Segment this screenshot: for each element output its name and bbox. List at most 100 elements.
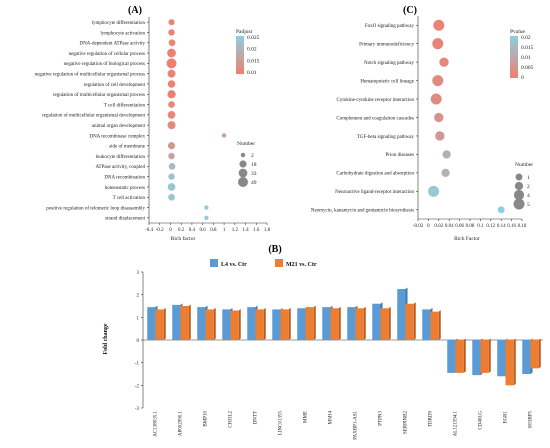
panel-c-data-point — [432, 75, 444, 87]
panel-b-bar — [297, 308, 306, 340]
panel-b-bar-side — [313, 305, 316, 340]
panel-b-y-tick-label: -2 — [135, 384, 140, 389]
panel-b-y-axis-title: Fold change — [103, 323, 109, 355]
panel-b-category-label: PAXBP1-AS1 — [354, 411, 359, 440]
panel-c-x-tick-label: 0.06 — [455, 224, 464, 229]
panel-b-bar — [147, 307, 156, 340]
panel-a-term-label: negative regulation of biological proces… — [64, 62, 145, 67]
panel-a-data-point — [166, 58, 177, 69]
panel-b-bar — [180, 306, 189, 340]
panel-a-term-label: regulation of multicellular organismal d… — [42, 114, 146, 119]
panel-c-term-label: Prion diseases — [386, 153, 415, 158]
panel-c-size-legend-dot — [513, 198, 525, 210]
panel-b-bar — [272, 309, 281, 340]
panel-a-x-tick-label: 0.6 — [200, 228, 207, 233]
panel-a-data-point — [168, 101, 175, 108]
panel-a-x-tick-label: -0.2 — [156, 228, 164, 233]
panel-a-data-point — [167, 90, 176, 99]
panel-b-bar — [222, 309, 231, 340]
panel-b-bar-side — [263, 307, 266, 340]
panel-c-x-tick-label: 0.18 — [518, 224, 527, 229]
panel-a-term-label: homeostatic process — [105, 186, 145, 191]
panel-c-x-tick-label: 0.04 — [445, 224, 454, 229]
panel-b-bar — [155, 309, 164, 340]
panel-a-color-legend-title: Padjust — [236, 29, 253, 35]
legend-swatch-m21 — [275, 259, 283, 267]
panel-a-label: (A) — [128, 5, 142, 16]
panel-a-data-point — [167, 69, 176, 78]
panel-b-y-tick-label: 0 — [137, 339, 140, 344]
panel-a-term-label: negative regulation of cellular process — [69, 52, 145, 57]
panel-b-bar — [380, 308, 389, 340]
panel-b-y-tick-label: -1 — [135, 362, 140, 367]
panel-a-term-label: DNA-dependent ATPase activity — [79, 42, 145, 47]
panel-b-y-tick-label: -3 — [135, 407, 140, 412]
panel-c-pathway-chart: (C) -0.02 0 0.02 0.04 0.06 0.08 0.1 0.12 0.14 0.1… — [311, 5, 534, 242]
panel-b-bar — [372, 303, 381, 340]
panel-b-bar — [230, 310, 239, 340]
panel-c-term-label: Neomycin, kanamycin and gentamicin biosy… — [311, 209, 414, 214]
panel-b-bar — [347, 307, 356, 340]
panel-a-color-scale-bar — [236, 36, 244, 74]
panel-c-color-legend-tick: 0 — [521, 75, 524, 81]
panel-c-size-legend-dot — [515, 173, 523, 181]
panel-c-x-tick-label: 0 — [427, 224, 430, 229]
panel-c-term-label: FoxO signaling pathway — [365, 24, 415, 29]
panel-c-data-point — [432, 38, 444, 50]
panel-a-x-tick-label: 1.6 — [253, 228, 260, 233]
panel-c-data-point — [428, 185, 440, 197]
panel-b-bar-side — [213, 307, 216, 340]
panel-a-color-legend-tick: 0.015 — [247, 58, 260, 64]
panel-b-bar — [205, 309, 214, 340]
legend-label-l4: L4 vs. Ctr — [221, 262, 247, 268]
panel-a-term-label: ATPase activity, coupled — [95, 165, 145, 170]
panel-b-bar-side — [513, 338, 516, 386]
panel-b-bar — [355, 308, 364, 340]
panel-a-size-legend-title: Number — [237, 141, 255, 147]
panel-c-x-tick-label: 0.14 — [497, 224, 506, 229]
panel-a-term-label: negative regulation of multicellular org… — [35, 72, 145, 77]
panel-b-bar-chart: (B) L4 vs. Ctr M21 vs. Ctr Fold change 3… — [103, 244, 543, 440]
panel-b-category-label: AP002990.1 — [179, 411, 184, 437]
panel-a-data-point — [204, 205, 209, 210]
panel-a-data-point — [167, 121, 176, 130]
panel-b-category-label: MSH4 — [329, 411, 334, 425]
panel-c-x-tick-label: 0.12 — [486, 224, 495, 229]
panel-b-bar — [280, 309, 289, 340]
panel-a-x-tick-label: 0.4 — [189, 228, 196, 233]
panel-c-data-point — [439, 57, 449, 67]
panel-a-term-label: strand displacement — [105, 217, 145, 222]
panel-a-data-point — [221, 133, 227, 138]
panel-c-size-legend-label: 4 — [527, 193, 530, 199]
panel-a-data-point — [167, 183, 176, 191]
panel-a-color-legend-tick: 0.025 — [247, 35, 260, 41]
panel-c-size-legend-dot — [514, 181, 524, 191]
panel-c-term-label: Complement and coagulation cascades — [336, 116, 414, 121]
panel-b-bar — [522, 340, 531, 374]
panel-c-data-point — [434, 112, 444, 123]
panel-a-x-tick-label: 0.8 — [210, 228, 217, 233]
panel-c-term-label: TGF-beta signaling pathway — [357, 135, 415, 140]
panel-c-data-point — [442, 150, 451, 159]
panel-a-term-label: positive regulation of telomeric loop di… — [46, 206, 145, 211]
panel-b-bar-side — [288, 307, 291, 340]
panel-c-color-legend-tick: 0.02 — [521, 35, 531, 41]
panel-b-bar — [455, 340, 464, 373]
panel-a-size-legend-label: 33 — [251, 171, 257, 177]
panel-a-term-label: side of membrane — [109, 145, 146, 150]
panel-a-data-point — [168, 162, 176, 170]
panel-a-x-tick-label: -0.4 — [145, 228, 153, 233]
panel-c-term-label: Cytokine-cytokine receptor interaction — [337, 98, 415, 103]
panel-b-category-label: PTPN3 — [379, 411, 384, 426]
panel-a-term-label: lymphocyte differentiation — [92, 21, 146, 26]
panel-b-category-label: SH3BP5 — [529, 411, 534, 429]
panel-c-term-label: Carbohydrate digestion and absorption — [336, 172, 414, 177]
panel-b-category-label: MME — [304, 411, 309, 423]
panel-a-term-label: T cell activation — [113, 196, 146, 201]
panel-b-bar-side — [238, 309, 241, 340]
panel-c-data-point — [430, 93, 442, 105]
panel-c-size-legend-label: 1 — [527, 175, 530, 181]
panel-b-bar — [305, 307, 314, 340]
panel-a-size-legend-dot — [240, 152, 246, 158]
